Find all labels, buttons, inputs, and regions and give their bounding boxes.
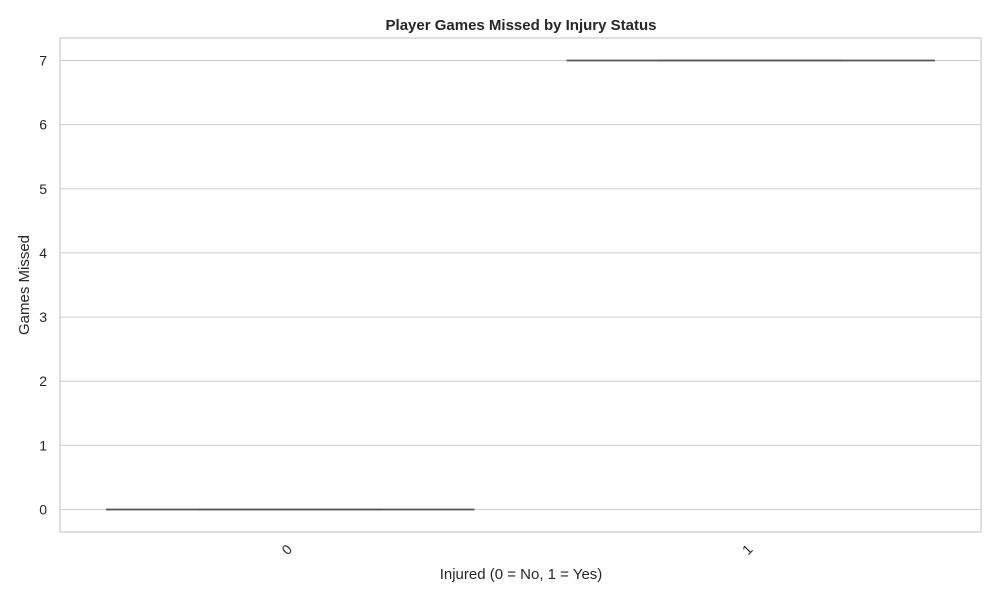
- x-axis-label: Injured (0 = No, 1 = Yes): [440, 566, 603, 583]
- grid-lines: [60, 60, 981, 509]
- x-tick-label: 1: [739, 541, 756, 558]
- y-tick-label: 1: [39, 437, 47, 453]
- plot-frame: [60, 38, 981, 532]
- y-tick-label: 0: [39, 502, 47, 518]
- y-tick-label: 4: [39, 245, 47, 261]
- y-tick-label: 6: [39, 117, 47, 133]
- box-series: [106, 60, 935, 509]
- y-axis-label: Games Missed: [16, 235, 33, 335]
- y-tick-label: 2: [39, 373, 47, 389]
- y-tick-label: 3: [39, 309, 47, 325]
- y-tick-labels: 0 1 2 3 4 5 6 7: [39, 52, 47, 517]
- x-tick-label: 0: [278, 541, 295, 558]
- chart-title: Player Games Missed by Injury Status: [386, 17, 657, 34]
- y-tick-label: 7: [39, 52, 47, 68]
- y-tick-label: 5: [39, 181, 47, 197]
